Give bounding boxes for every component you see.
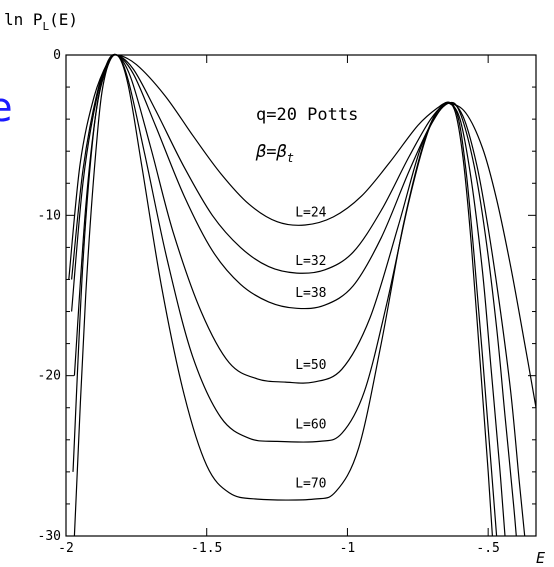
x-tick-label: -.5: [476, 541, 499, 556]
series-label: L=38: [295, 286, 326, 301]
x-tick-label: -2: [58, 541, 74, 556]
y-tick-label: -10: [38, 208, 61, 223]
y-tick-label: 0: [53, 48, 61, 63]
stray-letter: e: [0, 85, 13, 131]
x-tick-label: -1.5: [191, 541, 222, 556]
series-label: L=24: [295, 206, 326, 221]
y-tick-label: -30: [38, 529, 61, 544]
x-tick-label: -1: [340, 541, 356, 556]
series-line-l-70: [73, 54, 493, 537]
series-label: L=32: [295, 254, 326, 269]
x-axis-label: E: [536, 549, 545, 567]
series-label: L=70: [295, 477, 326, 492]
plot-frame: [65, 54, 537, 537]
series-label: L=50: [295, 358, 326, 373]
model-annotation: q=20 Potts: [256, 105, 358, 125]
y-axis-label: ln PL(E): [4, 10, 78, 33]
beta-annotation: β=βt: [255, 142, 294, 165]
series-line-l-60: [72, 53, 498, 537]
y-tick-label: -20: [38, 369, 61, 384]
series-label: L=60: [295, 417, 326, 432]
